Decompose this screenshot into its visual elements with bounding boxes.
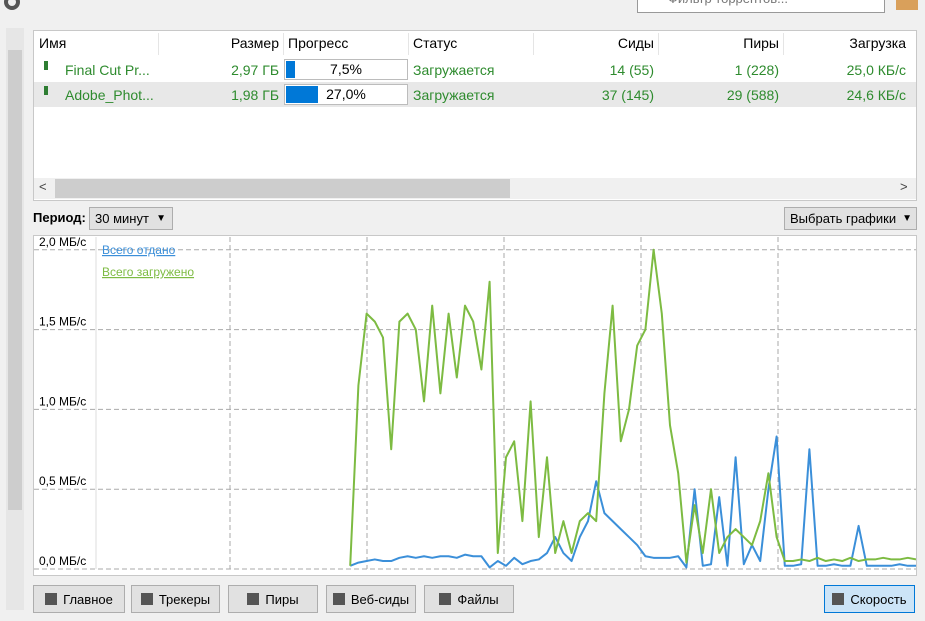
tab-button[interactable]: Пиры (228, 585, 318, 613)
cell: 25,0 КБ/с (846, 62, 906, 78)
tab-label: Главное (63, 591, 113, 607)
y-tick-label: 0,0 МБ/с (39, 554, 86, 568)
speed-tab[interactable]: Скорость (824, 585, 915, 613)
download-icon (40, 61, 52, 77)
select-graphs[interactable]: Выбрать графики ▼ (784, 207, 917, 230)
progress-bar: 7,5% (284, 59, 408, 80)
header-divider (533, 33, 534, 55)
column-header[interactable]: Сиды (617, 35, 654, 51)
progress-bar: 27,0% (284, 84, 408, 105)
tab-icon (832, 593, 845, 605)
column-header[interactable]: Пиры (743, 35, 779, 51)
torrent-name: Adobe_Phot... (65, 87, 154, 103)
cell: 1,98 ГБ (231, 87, 279, 103)
tab-label: Веб-сиды (350, 591, 410, 607)
tab-button[interactable]: Файлы (424, 585, 514, 613)
legend-entry: Всего отдано (102, 243, 176, 257)
header-divider (283, 33, 284, 55)
horizontal-scrollbar[interactable]: < > (34, 178, 916, 199)
header-divider (658, 33, 659, 55)
tab-button[interactable]: Трекеры (131, 585, 220, 613)
torrent-table: Имя Размер Прогресс Статус Сиды Пиры Загрузка F… (33, 30, 917, 201)
scroll-thumb[interactable] (55, 179, 510, 198)
cell: 24,6 КБ/с (846, 87, 906, 103)
scroll-right[interactable]: > (900, 179, 908, 194)
progress-label: 7,5% (330, 61, 362, 77)
progress-fill (286, 86, 319, 103)
cell: 2,97 ГБ (231, 62, 279, 78)
scroll-left[interactable]: < (39, 179, 47, 194)
period-value: 30 минут (95, 211, 149, 226)
tab-label: Трекеры (158, 591, 211, 607)
tab-icon (140, 593, 153, 605)
download-icon (40, 86, 52, 102)
cell: 14 (55) (609, 62, 654, 78)
tab-label: Пиры (265, 591, 299, 607)
y-tick-label: 1,0 МБ/с (39, 394, 86, 408)
progress-fill (286, 61, 295, 78)
filter-input[interactable]: Фильтр торрентов... (637, 0, 885, 13)
speed-chart: 0,0 МБ/с 0,5 МБ/с 1,0 МБ/с 1,5 МБ/с 2,0 МБ/с… (33, 235, 917, 576)
torrent-row[interactable]: Final Cut Pr... 2,97 ГБ 7,5% Загружается 14 … (34, 57, 916, 82)
dropdown-arrow: ▼ (902, 213, 912, 224)
select-graphs-text: Выбрать графики (790, 211, 897, 226)
progress-label: 27,0% (326, 86, 366, 102)
y-tick-label: 1,5 МБ/с (39, 315, 86, 329)
column-header[interactable]: Загрузка (849, 35, 906, 51)
torrent-name: Final Cut Pr... (65, 62, 150, 78)
column-header[interactable]: Имя (39, 35, 67, 51)
header-divider (158, 33, 159, 55)
cell: Загружается (413, 87, 495, 103)
tab-button[interactable]: Главное (33, 585, 125, 613)
y-tick-label: 0,5 МБ/с (39, 474, 86, 488)
speed-line (349, 435, 916, 569)
tab-button[interactable]: Веб-сиды (326, 585, 416, 613)
cell: 29 (588) (726, 87, 779, 103)
tab-label: Скорость (850, 591, 907, 607)
column-header[interactable]: Статус (413, 35, 458, 51)
legend-entry: Всего загружено (102, 265, 194, 279)
cell: 1 (228) (734, 62, 779, 78)
tab-icon (439, 593, 452, 605)
speed-line (349, 248, 916, 566)
tab-icon (332, 593, 345, 605)
column-header[interactable]: Прогресс (288, 35, 349, 51)
tab-label: Файлы (457, 591, 499, 607)
y-tick-label: 2,0 МБ/с (39, 235, 86, 249)
scroll-thumb[interactable] (8, 50, 22, 510)
settings-icon[interactable] (4, 0, 20, 10)
cell: 37 (145) (601, 87, 654, 103)
period-select[interactable]: 30 минут ▼ (89, 207, 173, 230)
header-divider (408, 33, 409, 55)
tab-icon (247, 593, 260, 605)
header-divider (783, 33, 784, 55)
column-header[interactable]: Размер (230, 35, 279, 51)
dropdown-arrow: ▼ (156, 213, 166, 224)
period-label: Период: (33, 210, 86, 225)
tab-icon (45, 593, 58, 605)
app-icon (896, 0, 918, 10)
torrent-row[interactable]: Adobe_Phot... 1,98 ГБ 27,0% Загружается 37 (… (34, 82, 916, 107)
cell: Загружается (413, 62, 495, 78)
